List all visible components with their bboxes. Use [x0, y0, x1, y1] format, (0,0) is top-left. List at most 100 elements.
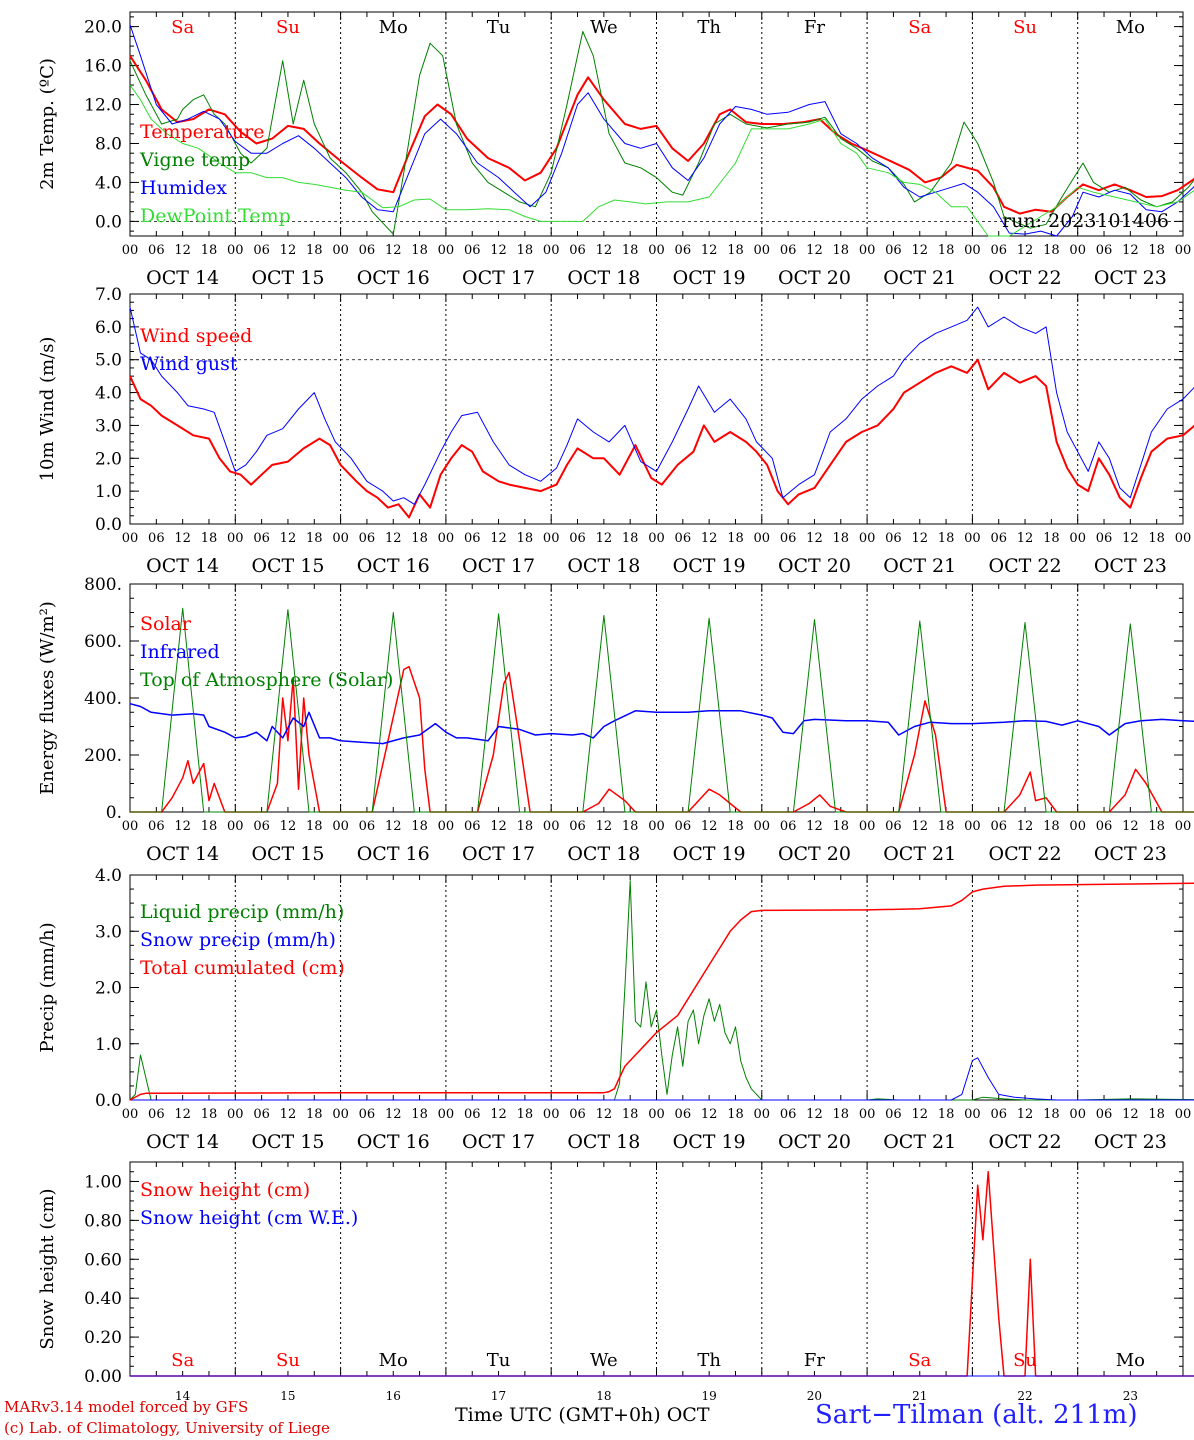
date-label: OCT 18 — [567, 1131, 640, 1153]
hour-tick-label: 06 — [464, 531, 481, 546]
hour-tick-label: 00 — [122, 1107, 139, 1122]
hour-tick-label: 00 — [964, 243, 981, 258]
hour-tick-label: 00 — [648, 819, 665, 834]
hour-tick-label: 00 — [543, 1107, 560, 1122]
hour-tick-label: 00 — [122, 531, 139, 546]
lab-credit: (c) Lab. of Climatology, University of L… — [4, 1419, 330, 1437]
hour-tick-label: 06 — [253, 819, 270, 834]
day-number-label: 14 — [175, 1389, 191, 1403]
hour-tick-label: 00 — [754, 1107, 771, 1122]
hour-tick-label: 18 — [938, 531, 955, 546]
hour-tick-label: 18 — [622, 819, 639, 834]
hour-tick-label: 00 — [227, 1107, 244, 1122]
date-label: OCT 18 — [567, 267, 640, 289]
y-axis-label: Snow height (cm) — [37, 1188, 58, 1349]
hour-tick-label: 18 — [306, 819, 323, 834]
hour-tick-label: 00 — [438, 1107, 455, 1122]
day-number-label: 16 — [386, 1389, 401, 1403]
footer-credits: MARv3.14 model forced by GFS (c) Lab. of… — [4, 1397, 330, 1439]
hour-tick-label: 18 — [1148, 531, 1165, 546]
hour-tick-label: 06 — [885, 819, 902, 834]
hour-tick-label: 06 — [885, 531, 902, 546]
date-label: OCT 16 — [357, 555, 430, 577]
y-tick-label: 7.0 — [95, 285, 122, 305]
legend-entry: Wind speed — [140, 325, 252, 347]
legend-entry: Wind gust — [140, 353, 238, 375]
hour-tick-label: 12 — [1122, 531, 1139, 546]
y-tick-label: 1.0 — [95, 482, 122, 502]
hour-tick-label: 00 — [543, 243, 560, 258]
hour-tick-label: 18 — [517, 531, 534, 546]
hour-tick-label: 00 — [438, 243, 455, 258]
hour-tick-label: 06 — [148, 243, 165, 258]
hour-tick-label: 12 — [385, 819, 402, 834]
hour-tick-label: 00 — [332, 243, 349, 258]
hour-tick-label: 00 — [859, 819, 876, 834]
date-label: OCT 16 — [357, 1131, 430, 1153]
hour-tick-label: 12 — [1017, 531, 1034, 546]
hour-tick-label: 18 — [1148, 819, 1165, 834]
hour-tick-label: 18 — [1148, 1107, 1165, 1122]
y-tick-label: 4.0 — [95, 173, 122, 193]
day-of-week-label: Th — [697, 1350, 721, 1371]
hour-tick-label: 18 — [833, 243, 850, 258]
hour-tick-label: 12 — [385, 531, 402, 546]
legend-entry: Liquid precip (mm/h) — [140, 901, 344, 923]
hour-tick-label: 06 — [464, 819, 481, 834]
date-label: OCT 22 — [989, 1131, 1062, 1153]
hour-tick-label: 18 — [411, 531, 428, 546]
day-of-week-label: Su — [276, 17, 300, 38]
y-axis-label: 10m Wind (m/s) — [37, 337, 58, 482]
hour-tick-label: 18 — [938, 1107, 955, 1122]
hour-tick-label: 06 — [359, 819, 376, 834]
hour-tick-label: 18 — [201, 243, 218, 258]
hour-tick-label: 06 — [253, 1107, 270, 1122]
date-label: OCT 20 — [778, 1131, 851, 1153]
hour-tick-label: 12 — [806, 243, 823, 258]
legend-entry: Snow height (cm W.E.) — [140, 1207, 358, 1229]
hour-tick-label: 00 — [438, 531, 455, 546]
hour-tick-label: 00 — [332, 1107, 349, 1122]
hour-tick-label: 00 — [754, 531, 771, 546]
y-tick-label: 20.0 — [84, 18, 122, 38]
y-tick-label: 12.0 — [84, 96, 122, 116]
date-label: OCT 18 — [567, 843, 640, 865]
day-of-week-label: Su — [1013, 17, 1037, 38]
day-number-label: 19 — [702, 1389, 717, 1403]
hour-tick-label: 18 — [306, 531, 323, 546]
hour-tick-label: 18 — [727, 531, 744, 546]
y-axis-label: 2m Temp. (ºC) — [37, 58, 58, 190]
hour-tick-label: 18 — [1043, 819, 1060, 834]
hour-tick-label: 06 — [990, 819, 1007, 834]
hour-tick-label: 12 — [174, 531, 191, 546]
date-label: OCT 17 — [462, 1131, 535, 1153]
hour-tick-label: 06 — [148, 819, 165, 834]
y-tick-label: 0.20 — [84, 1328, 122, 1348]
day-number-label: 17 — [491, 1389, 506, 1403]
day-of-week-label: Tu — [487, 17, 511, 38]
day-of-week-label: Su — [276, 1350, 300, 1371]
day-of-week-label: Mo — [1116, 17, 1145, 38]
hour-tick-label: 06 — [359, 1107, 376, 1122]
hour-tick-label: 00 — [754, 819, 771, 834]
date-label: OCT 14 — [146, 267, 219, 289]
series-line — [129, 306, 1194, 505]
hour-tick-label: 00 — [1069, 1107, 1086, 1122]
day-of-week-label: Mo — [1116, 1350, 1145, 1371]
series-line — [129, 880, 1194, 1101]
hour-tick-label: 00 — [543, 531, 560, 546]
hour-tick-label: 06 — [1096, 531, 1113, 546]
hour-tick-label: 06 — [464, 243, 481, 258]
hour-tick-label: 18 — [622, 243, 639, 258]
hour-tick-label: 06 — [1096, 819, 1113, 834]
x-axis-title: Time UTC (GMT+0h) OCT — [455, 1404, 710, 1426]
hour-tick-label: 12 — [174, 243, 191, 258]
hour-tick-label: 06 — [359, 531, 376, 546]
y-tick-label: 3.0 — [95, 922, 122, 942]
hour-tick-label: 06 — [675, 819, 692, 834]
hour-tick-label: 18 — [1043, 531, 1060, 546]
hour-tick-label: 00 — [648, 1107, 665, 1122]
hour-tick-label: 06 — [990, 243, 1007, 258]
series-line — [129, 702, 1194, 745]
series-line — [129, 882, 1194, 1101]
